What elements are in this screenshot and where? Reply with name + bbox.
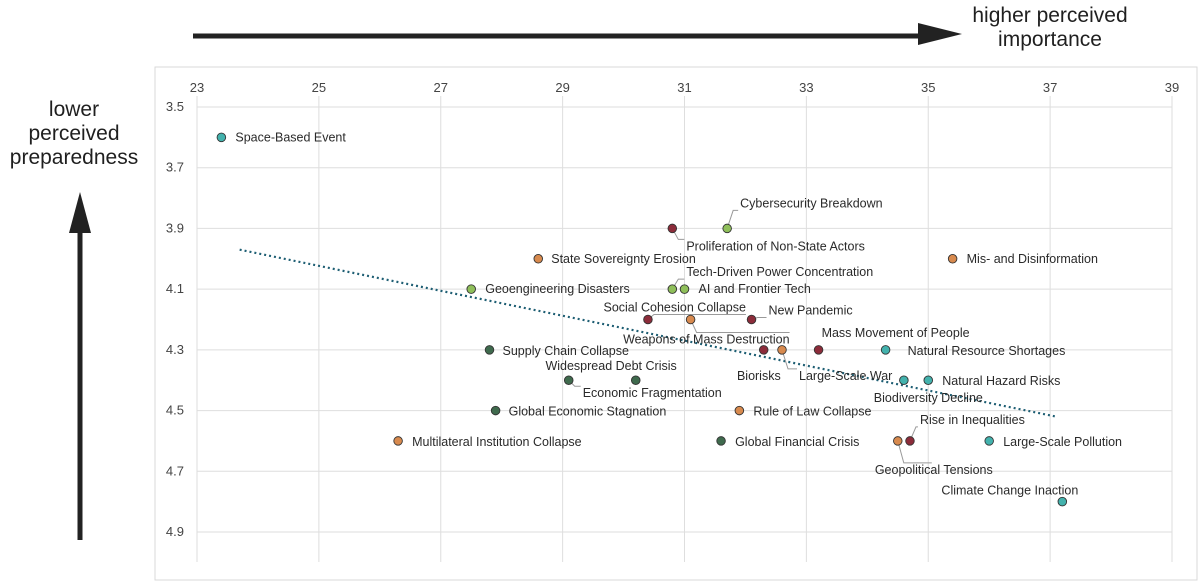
data-point[interactable] [466,284,476,294]
x-tick-label: 37 [1043,80,1057,95]
tick-labels: 23 25 27 29 31 33 35 37 39 3.5 3.7 3.9 4.1 4.3 4.5 4.7 4… [166,80,1179,539]
data-point[interactable] [631,375,641,385]
data-point[interactable] [643,314,653,325]
x-tick-label: 39 [1165,80,1179,95]
y-tick-label: 4.5 [166,403,184,418]
data-label: Multilateral Institution Collapse [412,435,582,449]
y-tick-label: 3.7 [166,160,184,175]
x-annotation-line-2: importance [998,28,1102,51]
y-tick-label: 3.5 [166,99,184,114]
y-annotation-line-3: preparedness [9,146,139,169]
data-point[interactable] [777,345,787,355]
data-label: Cybersecurity Breakdown [740,196,882,210]
x-tick-label: 25 [312,80,326,95]
x-tick-label: 35 [921,80,935,95]
x-direction-arrowhead [918,23,962,45]
x-tick-label: 29 [555,80,569,95]
data-label: Global Financial Crisis [735,435,859,449]
data-point[interactable] [533,254,544,264]
leader-line [726,209,739,229]
data-label: Natural Hazard Risks [942,374,1060,388]
leader-line [909,426,918,442]
data-point[interactable] [893,436,903,446]
data-point[interactable] [984,436,994,446]
data-label: Geopolitical Tensions [875,463,993,477]
data-point[interactable] [722,223,732,234]
data-point[interactable] [899,375,909,385]
data-labels: Space-Based Event Cybersecurity Breakdown… [235,130,1122,497]
data-label: Rise in Inequalities [920,413,1025,427]
data-point[interactable] [905,436,915,446]
data-point[interactable] [716,436,726,446]
y-tick-label: 4.3 [166,342,184,357]
y-annotation-line-1: lower [48,98,100,121]
data-label: Large-Scale War [799,369,892,383]
trendline [239,248,1057,418]
x-axis-annotation: higher perceived importance [940,4,1160,52]
data-point[interactable] [490,405,501,416]
data-label: AI and Frontier Tech [699,282,811,296]
data-point[interactable] [880,345,891,355]
data-point[interactable] [734,405,745,416]
x-tick-label: 33 [799,80,813,95]
y-tick-label: 4.9 [166,524,184,539]
data-label: Mass Movement of People [822,326,970,340]
plot-area-border [154,66,1198,581]
x-tick-label: 27 [434,80,448,95]
data-label: Space-Based Event [235,130,346,144]
x-annotation-line-1: higher perceived [972,4,1128,27]
data-label: State Sovereignty Erosion [551,252,696,266]
data-label: Large-Scale Pollution [1003,435,1122,449]
data-point[interactable] [216,132,227,143]
data-point[interactable] [679,284,690,294]
trendline-group [239,248,1057,418]
data-point[interactable] [746,314,757,325]
leader-line [781,349,797,370]
data-label: Rule of Law Collapse [753,405,871,419]
y-axis-annotation: lower perceived preparedness [0,98,148,170]
leader-line [897,440,932,464]
data-label: Natural Resource Shortages [908,344,1066,358]
data-label: Biorisks [737,369,781,383]
data-label: Biodiversity Decline [874,391,983,405]
leader-line [647,314,746,320]
x-tick-label: 31 [677,80,691,95]
y-tick-label: 4.7 [166,463,184,478]
data-point[interactable] [667,223,678,234]
data-points [216,132,1068,507]
data-label: Mis- and Disinformation [967,252,1098,266]
data-label: Weapons of Mass Destruction [623,333,790,347]
data-label: Climate Change Inaction [941,484,1078,498]
data-point[interactable] [667,284,678,294]
data-label: Supply Chain Collapse [503,344,630,358]
y-tick-label: 4.1 [166,281,184,296]
y-annotation-line-2: perceived [28,122,120,145]
y-direction-arrowhead [69,192,91,233]
data-point[interactable] [947,254,958,264]
data-point[interactable] [563,375,574,385]
y-tick-label: 3.9 [166,220,184,235]
x-tick-label: 23 [190,80,204,95]
data-point[interactable] [813,345,824,355]
data-point[interactable] [685,314,696,325]
data-label: Global Economic Stagnation [509,405,667,419]
data-label: New Pandemic [769,304,853,318]
data-label: Tech-Driven Power Concentration [686,265,873,279]
data-point[interactable] [758,345,769,355]
data-point[interactable] [484,345,495,355]
data-point[interactable] [1057,496,1068,507]
data-label: Widespread Debt Crisis [545,359,676,373]
data-point[interactable] [393,436,403,446]
data-label: Geoengineering Disasters [485,282,630,296]
data-point[interactable] [923,375,934,385]
grid [196,96,1173,562]
leader-line [690,319,790,333]
data-label: Proliferation of Non-State Actors [686,239,865,253]
data-label: Economic Fragmentation [583,386,722,400]
data-label: Social Cohesion Collapse [603,301,745,315]
